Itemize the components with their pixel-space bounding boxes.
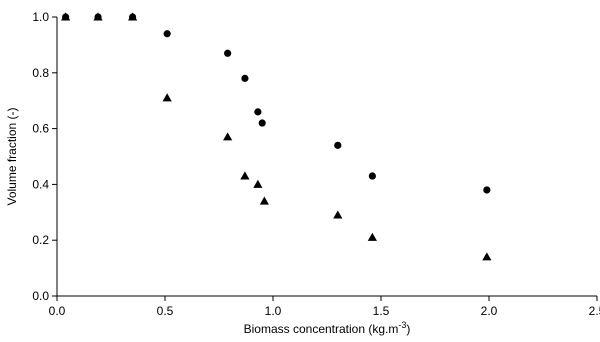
x-tick-label: 1.5 xyxy=(373,304,390,318)
circle-data-point xyxy=(334,141,342,149)
circle-data-point xyxy=(163,30,171,38)
x-tick-label: 0.5 xyxy=(157,304,174,318)
x-axis-title-main: Biomass concentration (kg.m xyxy=(244,322,399,336)
triangle-data-point xyxy=(253,179,263,188)
x-tick-label: 1.0 xyxy=(265,304,282,318)
y-tick-label: 0.0 xyxy=(32,289,49,303)
x-tick-label: 2.0 xyxy=(481,304,498,318)
triangle-data-point xyxy=(128,12,138,21)
triangle-data-point xyxy=(240,171,250,180)
triangle-data-point xyxy=(333,210,343,219)
y-ticks: 0.0 0.2 0.4 0.6 0.8 1.0 xyxy=(32,10,57,303)
y-tick-label: 0.2 xyxy=(32,233,49,247)
triangle-data-point xyxy=(162,93,172,102)
triangle-data-point xyxy=(259,196,269,205)
x-axis-title-suffix: ) xyxy=(406,322,410,336)
x-axis-title-exponent: -3 xyxy=(398,320,406,330)
triangle-data-point xyxy=(93,12,103,21)
circle-data-point xyxy=(224,49,232,57)
circle-data-point xyxy=(368,172,376,180)
y-tick-label: 0.4 xyxy=(32,177,49,191)
x-tick-label: 0.0 xyxy=(49,304,66,318)
y-tick-label: 0.8 xyxy=(32,66,49,80)
axes xyxy=(56,17,597,297)
triangle-data-point xyxy=(367,232,377,241)
circle-data-point xyxy=(258,119,266,127)
data-points xyxy=(61,12,492,261)
y-axis-title: Volume fraction (-) xyxy=(5,107,19,205)
triangle-data-point xyxy=(223,132,233,141)
x-ticks: 0.0 0.5 1.0 1.5 2.0 2.5 xyxy=(49,296,600,318)
x-tick-label: 2.5 xyxy=(589,304,600,318)
triangle-data-point xyxy=(482,252,492,261)
circle-data-point xyxy=(483,186,491,194)
circle-data-point xyxy=(241,74,249,82)
x-axis-title: Biomass concentration (kg.m-3) xyxy=(244,320,411,336)
triangle-data-point xyxy=(61,12,71,21)
circle-data-point xyxy=(254,108,262,116)
y-tick-label: 1.0 xyxy=(32,10,49,24)
y-tick-label: 0.6 xyxy=(32,122,49,136)
